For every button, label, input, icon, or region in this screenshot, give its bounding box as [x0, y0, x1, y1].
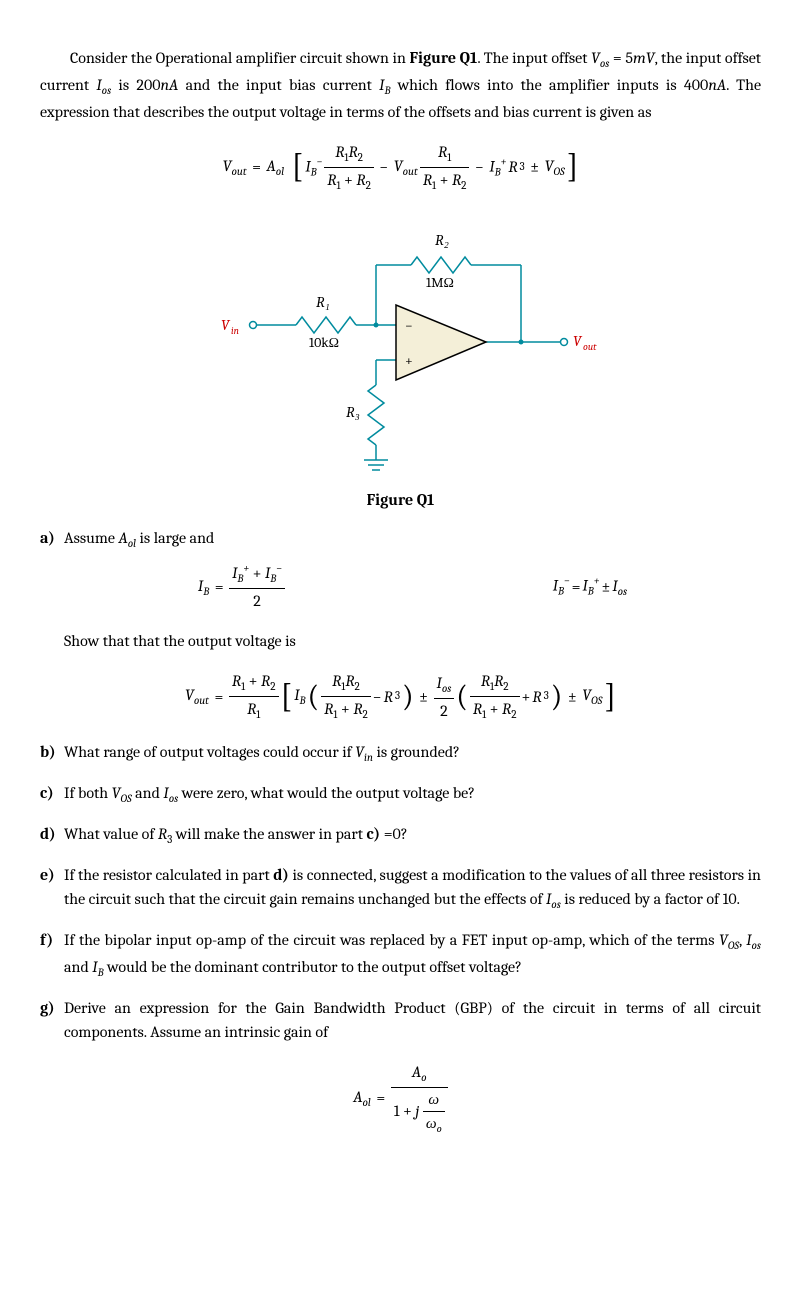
r3-label: R₃: [346, 403, 360, 421]
svg-text:+: +: [405, 352, 413, 369]
part-a-label: a): [40, 526, 64, 653]
part-a-show: Show that that the output voltage is: [64, 629, 761, 653]
part-b-label: b): [40, 740, 64, 767]
part-e: e) If the resistor calculated in part d)…: [40, 863, 761, 914]
part-c-label: c): [40, 781, 64, 808]
r2-value: 1MΩ: [426, 274, 454, 291]
intro-paragraph: Consider the Operational amplifier circu…: [40, 46, 761, 124]
part-a-lead: Assume Aol is large and: [64, 529, 214, 547]
main-equation: Vout = Aol [ IB− R1R2R1 + R2 − Vout R1R1…: [40, 140, 761, 195]
r1-label: R₁: [316, 293, 330, 311]
svg-text:−: −: [405, 317, 413, 334]
part-f-text: If the bipolar input op-amp of the circu…: [64, 928, 761, 982]
part-a: a) Assume Aol is large and IB = IB+ + IB…: [40, 526, 761, 653]
part-c-text: If both VOS and Ios were zero, what woul…: [64, 781, 761, 808]
opamp-circuit-svg: − + V in R₁ 10kΩ R₂ 1MΩ R₃ V out: [201, 215, 601, 475]
r2-label: R₂: [435, 231, 449, 249]
part-g-text: Derive an expression for the Gain Bandwi…: [64, 996, 761, 1044]
part-e-label: e): [40, 863, 64, 914]
part-f: f) If the bipolar input op-amp of the ci…: [40, 928, 761, 982]
svg-text:V: V: [221, 316, 231, 334]
part-a-result-eq: Vout = R1 + R2R1 [ IB ( R1R2R1 + R2 − R3…: [40, 669, 761, 724]
circuit-figure: − + V in R₁ 10kΩ R₂ 1MΩ R₃ V out: [40, 215, 761, 482]
part-g-eq: Aol = Ao 1 + j ωωo: [40, 1060, 761, 1137]
part-b: b) What range of output voltages could o…: [40, 740, 761, 767]
part-g-label: g): [40, 996, 64, 1044]
figure-caption: Figure Q1: [40, 488, 761, 512]
part-c: c) If both VOS and Ios were zero, what w…: [40, 781, 761, 808]
svg-text:out: out: [583, 341, 597, 353]
part-d-text: What value of R3 will make the answer in…: [64, 822, 761, 849]
r1-value: 10kΩ: [309, 334, 339, 351]
part-d-label: d): [40, 822, 64, 849]
part-g: g) Derive an expression for the Gain Ban…: [40, 996, 761, 1044]
part-e-text: If the resistor calculated in part d) is…: [64, 863, 761, 914]
part-a-eqs: IB = IB+ + IB− 2 IB− = IB+ ± Ios: [64, 561, 761, 613]
part-d: d) What value of R3 will make the answer…: [40, 822, 761, 849]
part-f-label: f): [40, 928, 64, 982]
svg-text:V: V: [573, 332, 583, 350]
part-b-text: What range of output voltages could occu…: [64, 740, 761, 767]
svg-text:in: in: [231, 325, 239, 337]
